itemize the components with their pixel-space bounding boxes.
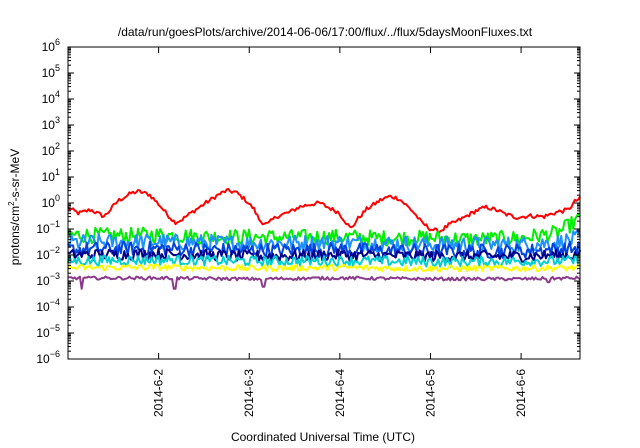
x-tick-label: 2014-6-2 <box>152 369 166 417</box>
x-tick-label: 2014-6-6 <box>514 369 528 417</box>
flux-series-line <box>67 247 581 263</box>
axis-layer: 106 105 104 103 102 101 100 10−1 10−2 10−3 10−4 10−… <box>36 37 580 417</box>
y-tick-label: 100 <box>42 193 60 210</box>
y-tick-label: 104 <box>42 89 60 106</box>
flux-series-line <box>67 263 581 273</box>
flux-series-line <box>67 187 581 235</box>
flux-series-line <box>67 275 581 290</box>
x-tick-label: 2014-6-4 <box>333 369 347 417</box>
y-tick-label: 10−5 <box>36 323 60 340</box>
y-axis-label: protons/cm2-s-sr-MeV <box>7 149 22 265</box>
series-layer <box>67 187 581 290</box>
y-tick-label: 10−2 <box>36 245 60 262</box>
y-tick-label: 105 <box>42 63 60 80</box>
y-tick-label: 10−3 <box>36 271 60 288</box>
plot-frame <box>67 46 581 360</box>
flux-series-line <box>67 229 581 254</box>
y-axis-label-post: -s-sr-MeV <box>8 149 22 202</box>
y-tick-label: 10−6 <box>36 349 60 366</box>
x-tick-label: 2014-6-3 <box>242 369 256 417</box>
chart-title: /data/run/goesPlots/archive/2014-06-06/1… <box>118 25 533 39</box>
y-tick-label: 101 <box>42 167 60 184</box>
y-axis-label-group: protons/cm2-s-sr-MeV <box>7 149 22 265</box>
y-tick-label: 102 <box>42 141 60 158</box>
y-axis-label-sup: 2 <box>7 201 16 206</box>
y-tick-label: 103 <box>42 115 60 132</box>
x-axis-label: Coordinated Universal Time (UTC) <box>231 430 415 444</box>
y-tick-label: 106 <box>42 37 60 54</box>
y-tick-label: 10−4 <box>36 297 60 314</box>
y-axis-label-pre: protons/cm <box>8 206 22 265</box>
x-tick-label: 2014-6-5 <box>423 369 437 417</box>
flux-series-line <box>67 254 581 268</box>
flux-series-line <box>67 212 581 248</box>
y-tick-label: 10−1 <box>36 219 60 236</box>
